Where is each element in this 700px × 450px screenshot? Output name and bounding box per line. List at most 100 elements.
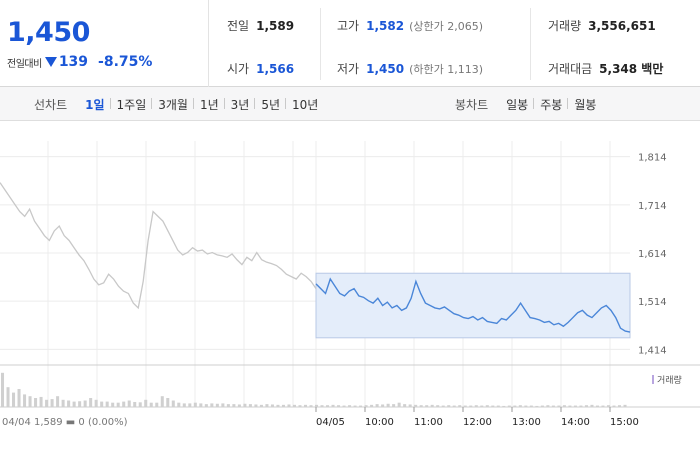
volume-bar bbox=[127, 400, 131, 407]
volume-bar bbox=[226, 404, 230, 407]
low-label: 저가 bbox=[337, 62, 360, 76]
volume-bar bbox=[447, 405, 451, 407]
volume-bar bbox=[193, 402, 197, 407]
volume-bar bbox=[111, 402, 115, 407]
volume-bar bbox=[61, 399, 65, 407]
volume-bar bbox=[237, 404, 241, 407]
tab-monthly-candle[interactable]: 월봉 bbox=[567, 96, 602, 113]
price-change: 전일대비 139 -8.75% bbox=[7, 54, 152, 70]
volume-bar bbox=[419, 405, 423, 407]
tab-3year[interactable]: 3년 bbox=[223, 96, 256, 113]
volume-bar bbox=[348, 405, 352, 407]
volume-bar bbox=[6, 387, 10, 407]
low-value: 1,450 bbox=[366, 62, 405, 76]
open-price: 시가 1,566 bbox=[227, 60, 294, 77]
open-value: 1,566 bbox=[256, 62, 295, 76]
volume-bar bbox=[149, 402, 153, 407]
tab-1day[interactable]: 1일 bbox=[85, 97, 105, 112]
prev-day-footnote: 04/04 1,589 ▬ 0 (0.00%) bbox=[2, 417, 128, 428]
volume-bar bbox=[458, 405, 462, 407]
volume-bar bbox=[403, 404, 407, 407]
volume-bar bbox=[303, 404, 308, 407]
volume-bar bbox=[480, 405, 484, 407]
volume-bar bbox=[12, 392, 16, 407]
volume-bar bbox=[573, 405, 577, 407]
volume-bar bbox=[320, 405, 324, 407]
volume-bar bbox=[353, 405, 357, 407]
x-axis-labels: 04/05 10:00 11:00 12:00 13:00 14:00 15:00 bbox=[315, 407, 639, 428]
volume-bar bbox=[89, 398, 93, 407]
volume-bar bbox=[617, 405, 622, 407]
today-price-line bbox=[315, 277, 631, 333]
volume-bar bbox=[337, 405, 341, 407]
tab-1week[interactable]: 1주일 bbox=[109, 96, 153, 113]
volume-bar bbox=[116, 402, 120, 407]
volume-bar bbox=[584, 405, 588, 407]
x-tick-label: 11:00 bbox=[414, 417, 443, 428]
intraday-chart: 1,814 1,714 1,614 1,514 1,414 04/05 10:00 11:0… bbox=[0, 121, 700, 450]
tab-daily-candle[interactable]: 일봉 bbox=[506, 97, 529, 112]
volume-bar bbox=[171, 400, 175, 407]
candle-chart-tabs: 봉차트 일봉 주봉 월봉 bbox=[455, 87, 602, 121]
volume-bar bbox=[133, 401, 137, 407]
volume-bar bbox=[287, 404, 291, 407]
price-chart-svg: 1,814 1,714 1,614 1,514 1,414 04/05 10:00 11:0… bbox=[0, 141, 700, 428]
volume-bar bbox=[568, 405, 572, 407]
volume-bar bbox=[518, 405, 522, 407]
volume-bar bbox=[270, 404, 274, 407]
volume-bar bbox=[364, 405, 368, 407]
trade-value-info: 거래대금 5,348 백만 bbox=[548, 60, 663, 77]
volume-bars bbox=[1, 372, 627, 407]
prev-close-value: 1,589 bbox=[256, 19, 295, 33]
volume-bar bbox=[381, 404, 385, 407]
current-price: 1,450 bbox=[7, 17, 90, 48]
x-tick-label: 12:00 bbox=[463, 417, 492, 428]
tab-5year[interactable]: 5년 bbox=[254, 96, 286, 113]
tab-weekly-candle[interactable]: 주봉 bbox=[533, 96, 568, 113]
today-range-band bbox=[315, 272, 631, 339]
volume-bar bbox=[204, 404, 208, 407]
volume-bar bbox=[23, 394, 27, 407]
volume-bar bbox=[254, 404, 258, 407]
volume-bar bbox=[452, 405, 456, 407]
volume-bar bbox=[72, 401, 76, 407]
y-tick-label: 1,614 bbox=[638, 249, 667, 260]
high-price: 고가 1,582 (상한가 2,065) bbox=[337, 17, 483, 34]
tab-3month[interactable]: 3개월 bbox=[151, 96, 194, 113]
volume-bar bbox=[122, 401, 126, 407]
x-tick-label: 13:00 bbox=[512, 417, 541, 428]
volume-bar bbox=[281, 404, 285, 407]
volume-bar bbox=[326, 405, 330, 407]
volume-bar bbox=[298, 405, 302, 407]
volume-bar bbox=[144, 399, 148, 407]
y-tick-label: 1,514 bbox=[638, 297, 667, 308]
volume-bar bbox=[359, 405, 363, 407]
volume-bar bbox=[502, 405, 506, 407]
trade-value-label: 거래대금 bbox=[548, 62, 593, 76]
volume-bar bbox=[292, 404, 296, 407]
volume-legend-label: 거래량 bbox=[657, 376, 682, 386]
volume-bar bbox=[513, 405, 517, 407]
volume-bar bbox=[485, 405, 489, 407]
line-chart-title: 선차트 bbox=[34, 97, 68, 112]
volume-bar bbox=[414, 404, 418, 407]
volume-legend-swatch bbox=[652, 375, 654, 384]
tab-10year[interactable]: 10년 bbox=[285, 96, 324, 113]
volume-bar bbox=[441, 405, 445, 407]
volume-bar bbox=[160, 396, 164, 407]
divider bbox=[320, 8, 321, 80]
y-tick-label: 1,414 bbox=[638, 345, 667, 356]
volume-bar bbox=[408, 404, 412, 407]
volume-bar bbox=[248, 404, 252, 407]
tab-1year[interactable]: 1년 bbox=[192, 96, 225, 113]
prev-close: 전일 1,589 bbox=[227, 17, 294, 34]
volume-value: 3,556,651 bbox=[588, 19, 656, 33]
volume-bar bbox=[469, 405, 473, 407]
volume-bar bbox=[612, 405, 616, 407]
volume-bar bbox=[45, 399, 49, 407]
volume-bar bbox=[436, 405, 440, 407]
volume-bar bbox=[546, 405, 550, 407]
volume-bar bbox=[100, 401, 104, 407]
volume-bar bbox=[94, 399, 98, 407]
trade-value-value: 5,348 백만 bbox=[599, 62, 664, 76]
